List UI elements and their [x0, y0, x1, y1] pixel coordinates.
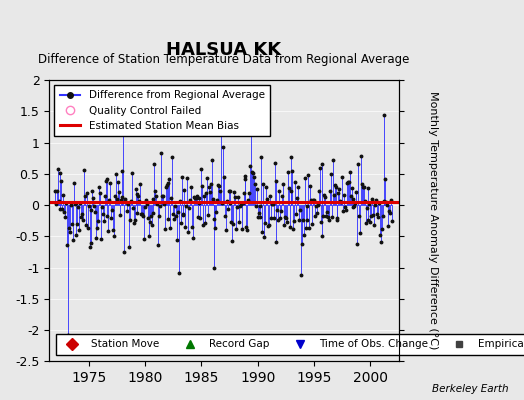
Text: Difference of Station Temperature Data from Regional Average: Difference of Station Temperature Data f… — [38, 53, 410, 66]
Title: HALSUA KK: HALSUA KK — [166, 41, 281, 59]
Y-axis label: Monthly Temperature Anomaly Difference (°C): Monthly Temperature Anomaly Difference (… — [428, 92, 438, 350]
Legend: Station Move, Record Gap, Time of Obs. Change, Empirical Break: Station Move, Record Gap, Time of Obs. C… — [56, 334, 524, 355]
Text: Berkeley Earth: Berkeley Earth — [432, 384, 508, 394]
